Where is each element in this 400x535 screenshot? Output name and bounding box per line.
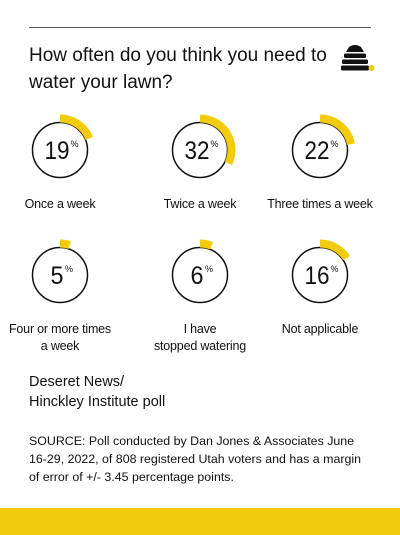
donut-value-arc (59, 114, 94, 141)
category-label: Four or more times a week (9, 322, 111, 353)
donut-chart-grid: 19% Once a week 32% Twice a week 22% Three ti… (0, 110, 400, 360)
top-rule (29, 27, 371, 28)
donut-value-arc (199, 114, 236, 166)
donut-value-label: 6 (191, 262, 204, 290)
donut-ring: 16% (291, 239, 350, 304)
percent-sign: % (331, 264, 339, 274)
percent-sign: % (65, 264, 73, 274)
category-label: Twice a week (163, 197, 237, 211)
donut-ring: 5% (31, 239, 89, 304)
beehive-icon (341, 45, 375, 71)
donut-value-label: 22 (305, 137, 330, 165)
percent-sign: % (205, 264, 213, 274)
donut-value-label: 32 (185, 137, 210, 165)
donut-ring: 19% (31, 114, 94, 179)
percent-sign: % (71, 139, 79, 149)
source-note: SOURCE: Poll conducted by Dan Jones & As… (29, 434, 362, 484)
donut-ring: 22% (291, 114, 355, 179)
donut-value-arc (59, 239, 71, 249)
bottom-accent-bar (0, 508, 400, 535)
percent-sign: % (331, 139, 339, 149)
donut-value-label: 5 (51, 262, 64, 290)
donut-ring: 6% (171, 239, 229, 304)
category-label: Three times a week (267, 197, 373, 211)
percent-sign: % (211, 139, 219, 149)
donut-value-label: 16 (305, 262, 330, 290)
donut-ring: 32% (171, 114, 236, 179)
category-label: I have stopped watering (153, 322, 246, 353)
chart-title: How often do you think you need to water… (29, 45, 327, 93)
category-label: Once a week (24, 197, 96, 211)
donut-value-arc (319, 239, 350, 261)
donut-value-arc (199, 239, 214, 250)
source-title: Deseret News/Hinckley Institute poll (29, 374, 166, 410)
category-label: Not applicable (281, 322, 359, 336)
donut-value-label: 19 (45, 137, 70, 165)
donut-value-arc (319, 114, 355, 146)
